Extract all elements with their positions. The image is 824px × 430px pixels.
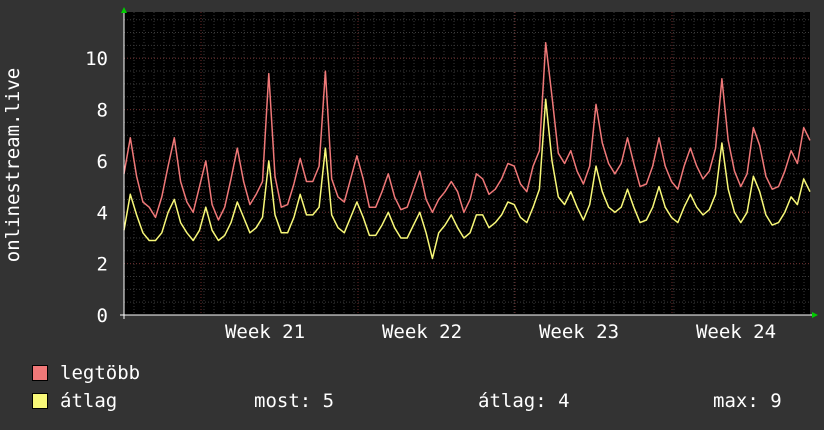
series-line-0: [123, 42, 811, 221]
series-line-1: [123, 98, 811, 260]
y-tick-label: 0: [97, 305, 108, 327]
x-axis-arrow: [812, 312, 818, 318]
major-grid: [124, 12, 810, 315]
x-tick-label: Week 21: [225, 321, 305, 343]
legend-swatch-max: [32, 365, 48, 381]
y-tick-label: 6: [97, 151, 108, 173]
series-layer: [123, 42, 811, 260]
stat-now: most: 5: [254, 390, 335, 412]
x-tick-label: Week 23: [539, 321, 619, 343]
y-tick-label: 10: [85, 48, 108, 70]
y-tick-label: 2: [97, 254, 108, 276]
y-tick-label: 8: [97, 100, 108, 122]
legend-swatch-avg: [32, 393, 48, 409]
y-tick-label: 4: [97, 202, 108, 224]
legend-label-max: legtöbb: [60, 362, 141, 384]
x-tick-labels: Week 21 Week 22 Week 23 Week 24: [225, 321, 776, 343]
legend-label-avg: átlag: [60, 390, 118, 412]
stat-max: max: 9: [713, 390, 782, 412]
plot-area: [124, 12, 810, 315]
y-axis-arrow: [121, 7, 127, 13]
x-tick-label: Week 22: [382, 321, 462, 343]
legend-item-avg: átlag: [32, 390, 117, 412]
legend-item-max: legtöbb: [32, 362, 140, 384]
stat-avg: átlag: 4: [478, 390, 570, 412]
x-tick-label: Week 24: [696, 321, 776, 343]
y-axis-label: onlinestream.live: [2, 67, 24, 263]
y-tick-labels: 0 2 4 6 8 10: [85, 48, 108, 327]
